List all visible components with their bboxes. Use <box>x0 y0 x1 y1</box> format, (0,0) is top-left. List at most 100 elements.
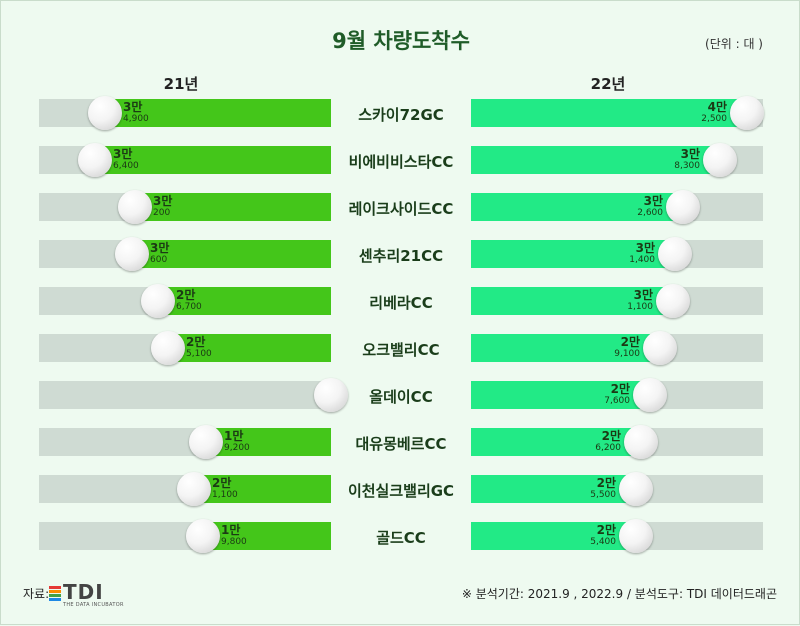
value-label-2021: 2만 <box>176 288 196 302</box>
value-detail-2022: 7,600 <box>604 396 630 406</box>
golf-ball-icon <box>703 143 737 177</box>
bar-track-2022 <box>471 193 763 221</box>
chart-title: 9월 차량도착수 <box>332 29 470 53</box>
bar-track-2022 <box>471 334 763 362</box>
golf-ball-icon <box>643 331 677 365</box>
golf-ball-icon <box>118 190 152 224</box>
bar-track-2021 <box>39 428 331 456</box>
golf-ball-icon <box>619 472 653 506</box>
value-label-2022: 2만 <box>601 429 621 443</box>
value-label-2021: 1만 <box>224 429 244 443</box>
value-label-2022: 3만 <box>633 288 653 302</box>
bar-2022 <box>471 428 641 456</box>
category-label: 비에비비스타CC <box>348 153 454 171</box>
bar-2021 <box>194 475 331 503</box>
category-label: 오크밸리CC <box>362 341 440 359</box>
bar-track-2022 <box>471 381 763 409</box>
bar-track-2021 <box>39 146 331 174</box>
bar-track-2021 <box>39 193 331 221</box>
category-label: 센추리21CC <box>358 247 444 265</box>
value-detail-2021: 6,700 <box>176 302 202 312</box>
bar-2021 <box>135 193 331 221</box>
bar-track-2022 <box>471 475 763 503</box>
golf-ball-icon <box>656 284 690 318</box>
year-label-2021: 21년 <box>163 75 199 93</box>
bar-2022 <box>471 193 683 221</box>
value-detail-2021: 6,400 <box>113 161 139 171</box>
value-label-2022: 2만 <box>620 335 640 349</box>
bar-track-2021 <box>39 381 331 409</box>
value-detail-2022: 1,100 <box>627 302 653 312</box>
golf-ball-icon <box>633 378 667 412</box>
value-detail-2022: 9,100 <box>614 349 640 359</box>
bar-2021 <box>132 240 331 268</box>
bar-2022 <box>471 99 747 127</box>
unit-note: (단위 : 대 ) <box>705 37 763 51</box>
logo-color-stripe <box>49 594 61 597</box>
golf-ball-icon <box>88 96 122 130</box>
value-detail-2021: 9,200 <box>224 443 250 453</box>
value-detail-2022: 2,600 <box>637 208 663 218</box>
category-label: 대유몽베르CC <box>355 435 447 453</box>
bar-2021 <box>168 334 331 362</box>
logo-color-stripe <box>49 586 61 589</box>
category-label: 레이크사이드CC <box>348 200 454 218</box>
bar-2022 <box>471 287 673 315</box>
value-label-2022: 3만 <box>680 147 700 161</box>
value-detail-2021: 9,800 <box>221 537 247 547</box>
value-detail-2022: 8,300 <box>674 161 700 171</box>
bar-track-2021 <box>39 287 331 315</box>
value-detail-2021: 200 <box>153 208 171 218</box>
logo-color-bar <box>49 586 61 602</box>
value-label-2021: 3만 <box>150 241 170 255</box>
source-label: 자료: <box>23 587 50 601</box>
golf-ball-icon <box>314 378 348 412</box>
value-detail-2022: 5,500 <box>590 490 616 500</box>
value-label-2022: 3만 <box>635 241 655 255</box>
tdi-logo: TDI THE DATA INCUBATOR <box>49 580 124 608</box>
bar-track-2021 <box>39 240 331 268</box>
value-detail-2022: 6,200 <box>595 443 621 453</box>
value-label-2022: 2만 <box>596 523 616 537</box>
value-detail-2022: 2,500 <box>701 114 727 124</box>
year-label-2022: 22년 <box>590 75 626 93</box>
logo-subtitle: THE DATA INCUBATOR <box>63 602 124 608</box>
golf-ball-icon <box>624 425 658 459</box>
golf-ball-icon <box>619 519 653 553</box>
bar-track-2022 <box>471 240 763 268</box>
value-detail-2022: 1,400 <box>629 255 655 265</box>
value-label-2021: 3만 <box>123 100 143 114</box>
logo-text: TDI <box>63 580 104 604</box>
bar-track-2022 <box>471 522 763 550</box>
golf-ball-icon <box>658 237 692 271</box>
golf-ball-icon <box>151 331 185 365</box>
golf-ball-icon <box>186 519 220 553</box>
bar-2022 <box>471 146 720 174</box>
category-label: 올데이CC <box>369 388 433 406</box>
bar-2021 <box>105 99 331 127</box>
value-label-2022: 3만 <box>643 194 663 208</box>
bar-2022 <box>471 475 636 503</box>
golf-ball-icon <box>666 190 700 224</box>
value-detail-2021: 1,100 <box>212 490 238 500</box>
golf-ball-icon <box>730 96 764 130</box>
bar-2021 <box>95 146 331 174</box>
value-detail-2022: 5,400 <box>590 537 616 547</box>
value-label-2022: 2만 <box>596 476 616 490</box>
value-detail-2021: 5,100 <box>186 349 212 359</box>
logo-color-stripe <box>49 598 61 601</box>
category-label: 리베라CC <box>369 294 433 312</box>
value-detail-2021: 600 <box>150 255 168 265</box>
bar-2022 <box>471 381 650 409</box>
bar-track-2022 <box>471 428 763 456</box>
category-label: 스카이72GC <box>358 106 444 124</box>
value-label-2021: 1만 <box>221 523 241 537</box>
golf-ball-icon <box>141 284 175 318</box>
bar-2021 <box>203 522 331 550</box>
value-label-2022: 2만 <box>610 382 630 396</box>
value-detail-2021: 4,900 <box>123 114 149 124</box>
bar-2022 <box>471 240 675 268</box>
logo-color-stripe <box>49 590 61 593</box>
bar-2021 <box>206 428 331 456</box>
